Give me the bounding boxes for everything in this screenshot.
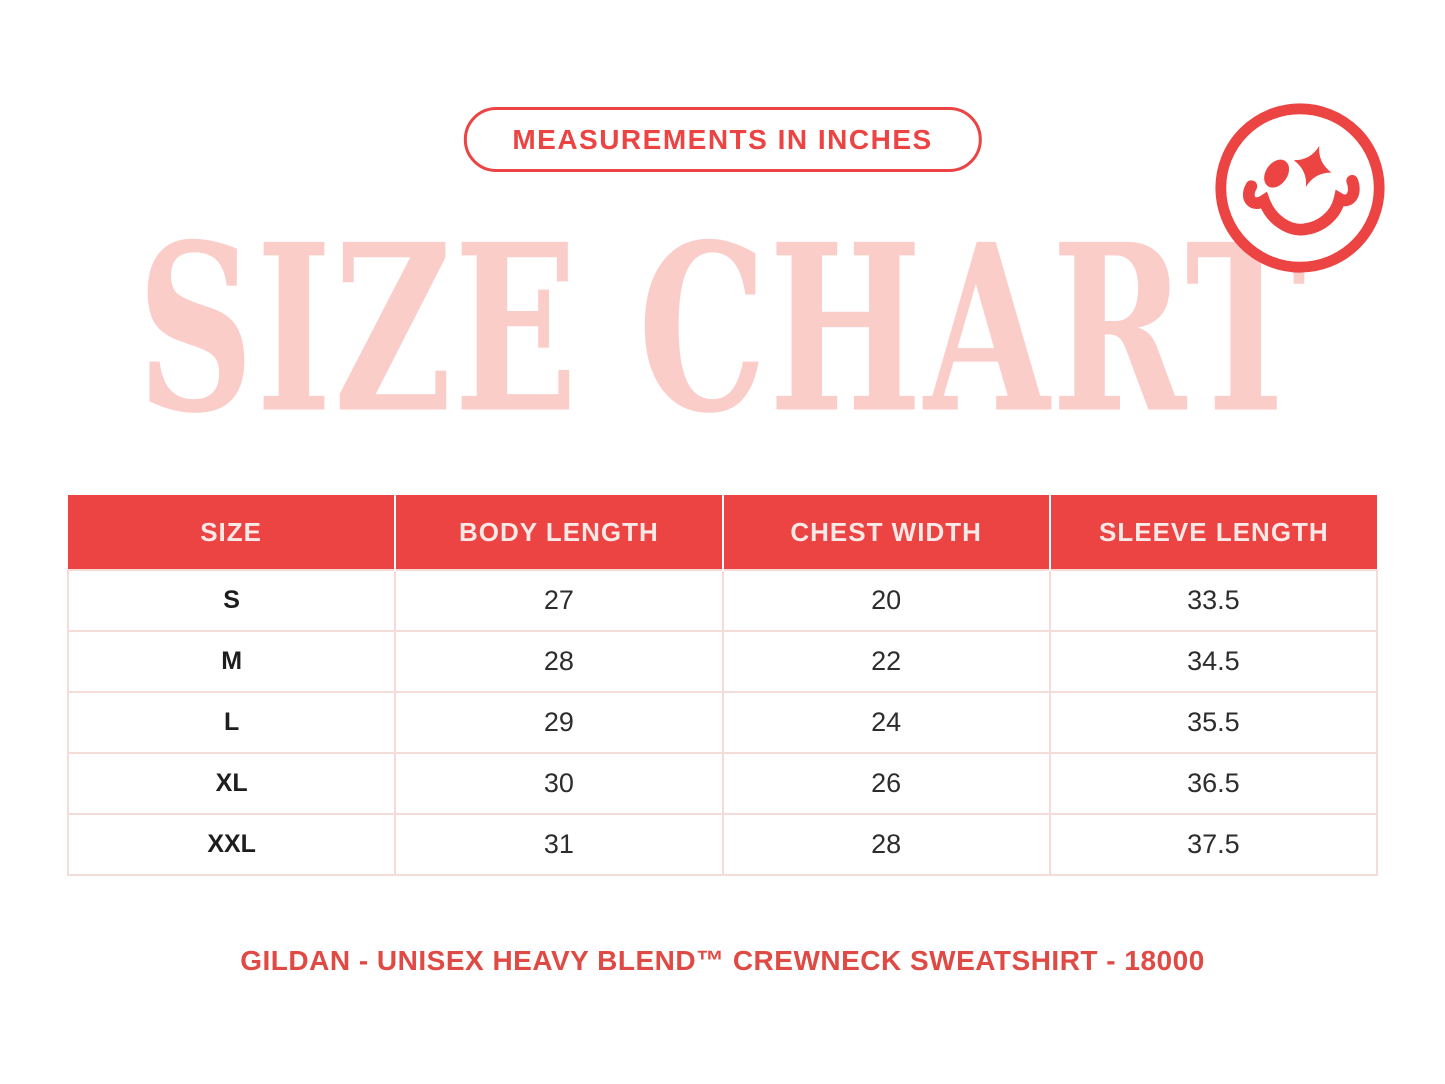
body-length-cell: 30 (394, 752, 724, 815)
product-caption: GILDAN - UNISEX HEAVY BLEND™ CREWNECK SW… (240, 945, 1205, 976)
column-header-chest-width: CHEST WIDTH (722, 495, 1051, 570)
table-row: S 27 20 33.5 (66, 569, 1379, 632)
table-row: XXL 31 28 37.5 (66, 813, 1379, 876)
size-cell: M (66, 630, 397, 693)
chest-width-cell: 26 (721, 752, 1051, 815)
column-header-body-length: BODY LENGTH (395, 495, 724, 570)
smiley-smile (1243, 174, 1360, 236)
smiley-left-eye (1264, 159, 1290, 188)
measurements-badge: MEASUREMENTS IN INCHES (463, 107, 982, 172)
size-table-body: S 27 20 33.5 M 28 22 34.5 L 29 24 35.5 X… (66, 569, 1379, 876)
table-row: XL 30 26 36.5 (66, 752, 1379, 815)
chest-width-cell: 24 (721, 691, 1051, 754)
body-length-cell: 27 (394, 569, 724, 632)
body-length-cell: 28 (394, 630, 724, 693)
body-length-cell: 31 (394, 813, 724, 876)
size-cell: XXL (66, 813, 397, 876)
smiley-face-svg (1215, 103, 1385, 273)
size-cell: L (66, 691, 397, 754)
table-row: M 28 22 34.5 (66, 630, 1379, 693)
smiley-face-icon (1210, 98, 1390, 278)
table-row: L 29 24 35.5 (66, 691, 1379, 754)
size-table: SIZE BODY LENGTH CHEST WIDTH SLEEVE LENG… (66, 495, 1379, 876)
size-cell: XL (66, 752, 397, 815)
sleeve-length-cell: 36.5 (1048, 752, 1379, 815)
body-length-cell: 29 (394, 691, 724, 754)
measurements-badge-label: MEASUREMENTS IN INCHES (512, 123, 933, 155)
sleeve-length-cell: 33.5 (1048, 569, 1379, 632)
sleeve-length-cell: 34.5 (1048, 630, 1379, 693)
size-cell: S (66, 569, 397, 632)
chest-width-cell: 20 (721, 569, 1051, 632)
chest-width-cell: 28 (721, 813, 1051, 876)
column-header-sleeve-length: SLEEVE LENGTH (1049, 495, 1377, 570)
table-header-row: SIZE BODY LENGTH CHEST WIDTH SLEEVE LENG… (68, 495, 1377, 570)
page-title: SIZE CHART (137, 195, 1308, 465)
size-table-header: SIZE BODY LENGTH CHEST WIDTH SLEEVE LENG… (68, 495, 1377, 570)
sleeve-length-cell: 35.5 (1048, 691, 1379, 754)
sleeve-length-cell: 37.5 (1048, 813, 1379, 876)
smiley-sparkle-eye (1293, 145, 1332, 187)
column-header-size: SIZE (68, 495, 397, 570)
smiley-outline (1215, 103, 1385, 273)
chest-width-cell: 22 (721, 630, 1051, 693)
